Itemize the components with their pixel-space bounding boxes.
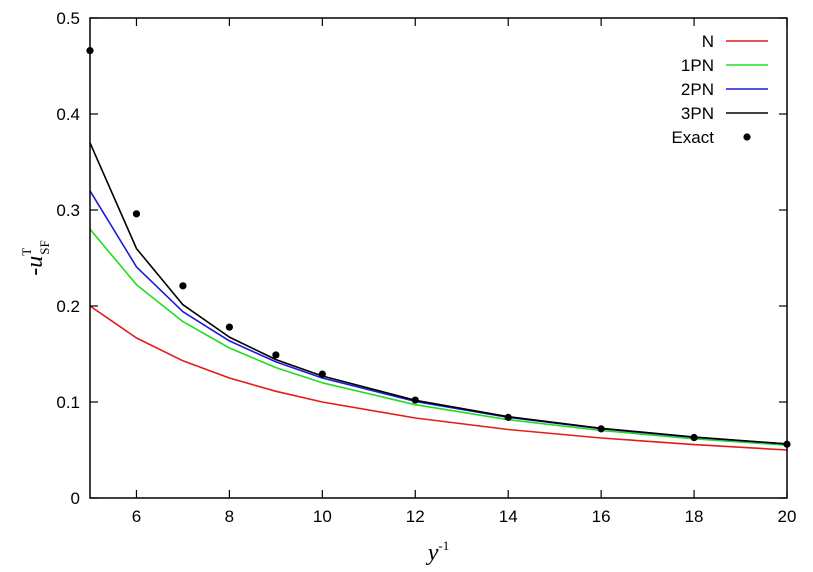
exact-point — [597, 425, 605, 433]
y-tick-labels: 0 0.1 0.2 0.3 0.4 0.5 — [56, 9, 80, 508]
y-tick-label: 0 — [71, 489, 80, 508]
x-tick-label: 6 — [132, 507, 141, 526]
series-line-3pn — [89, 142, 788, 445]
x-axis-title: y-1 — [426, 538, 450, 566]
x-axis-title-superscript: -1 — [438, 538, 449, 553]
x-tick-labels: 6 8 10 12 14 16 18 20 — [132, 507, 797, 526]
x-tick-label: 14 — [499, 507, 518, 526]
x-axis-title-base: y — [426, 540, 439, 566]
exact-point — [504, 413, 512, 421]
y-tick-label: 0.5 — [56, 9, 80, 28]
series-curves — [89, 142, 788, 451]
y-tick-label: 0.4 — [56, 105, 80, 124]
y-axis-title-prefix: - — [22, 268, 48, 276]
exact-point — [272, 351, 280, 359]
y-axis-title: -uT SF — [19, 240, 52, 275]
series-line-n — [89, 305, 788, 451]
plot-frame — [89, 17, 788, 499]
axis-ticks — [90, 17, 788, 499]
x-tick-label: 10 — [313, 507, 332, 526]
legend-label-1pn: 1PN — [681, 56, 714, 75]
y-axis-title-subscript: SF — [37, 240, 52, 254]
legend-label-exact: Exact — [671, 128, 714, 147]
y-axis-title-superscript: T — [19, 248, 34, 256]
legend-label-2pn: 2PN — [681, 80, 714, 99]
exact-points — [86, 47, 791, 448]
legend-swatch-exact — [743, 133, 751, 141]
y-axis-title-base: u — [22, 256, 48, 268]
x-tick-label: 20 — [778, 507, 797, 526]
series-line-2pn — [89, 190, 788, 445]
exact-point — [318, 370, 326, 378]
series-line-1pn — [89, 228, 788, 446]
x-tick-label: 8 — [225, 507, 234, 526]
legend: N 1PN 2PN 3PN Exact — [671, 32, 768, 147]
x-tick-label: 16 — [592, 507, 611, 526]
y-tick-label: 0.3 — [56, 201, 80, 220]
exact-point — [411, 396, 419, 404]
legend-label-3pn: 3PN — [681, 104, 714, 123]
y-tick-label: 0.1 — [56, 393, 80, 412]
x-tick-label: 18 — [685, 507, 704, 526]
legend-label-n: N — [702, 32, 714, 51]
x-tick-label: 12 — [406, 507, 425, 526]
exact-point — [179, 282, 187, 290]
y-tick-label: 0.2 — [56, 297, 80, 316]
exact-point — [225, 323, 233, 331]
exact-point — [132, 210, 141, 218]
exact-point — [690, 433, 698, 442]
